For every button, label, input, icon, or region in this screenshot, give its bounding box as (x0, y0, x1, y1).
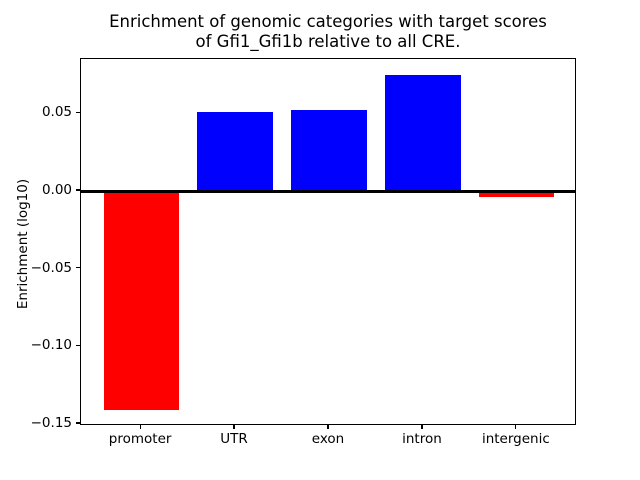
x-tick-label-UTR: UTR (220, 431, 248, 447)
y-tick-mark (76, 267, 80, 269)
x-tick-label-intergenic: intergenic (481, 431, 550, 447)
x-tick-mark (421, 425, 423, 429)
bar-exon (291, 110, 367, 191)
zero-line (81, 189, 575, 193)
bar-intergenic (479, 191, 555, 198)
y-tick-mark (76, 344, 80, 346)
chart-title: Enrichment of genomic categories with ta… (109, 12, 547, 51)
y-tick-label: −0.10 (30, 337, 72, 354)
plot-area (80, 58, 576, 425)
x-tick-mark (327, 425, 329, 429)
y-tick-label: −0.05 (30, 259, 72, 276)
x-tick-mark (515, 425, 517, 429)
y-tick-mark (76, 111, 80, 113)
y-tick-label: 0.00 (41, 182, 72, 198)
y-tick-mark (76, 189, 80, 191)
bar-promoter (103, 191, 179, 410)
x-tick-mark (233, 425, 235, 429)
bar-intron (385, 74, 461, 191)
x-tick-label-intron: intron (402, 431, 442, 447)
x-tick-mark (139, 425, 141, 429)
y-tick-label: 0.05 (41, 104, 72, 121)
y-tick-mark (76, 422, 80, 424)
y-tick-label: −0.15 (30, 414, 72, 431)
x-tick-label-exon: exon (311, 431, 345, 447)
x-tick-label-promoter: promoter (108, 431, 172, 447)
bar-UTR (197, 111, 273, 191)
